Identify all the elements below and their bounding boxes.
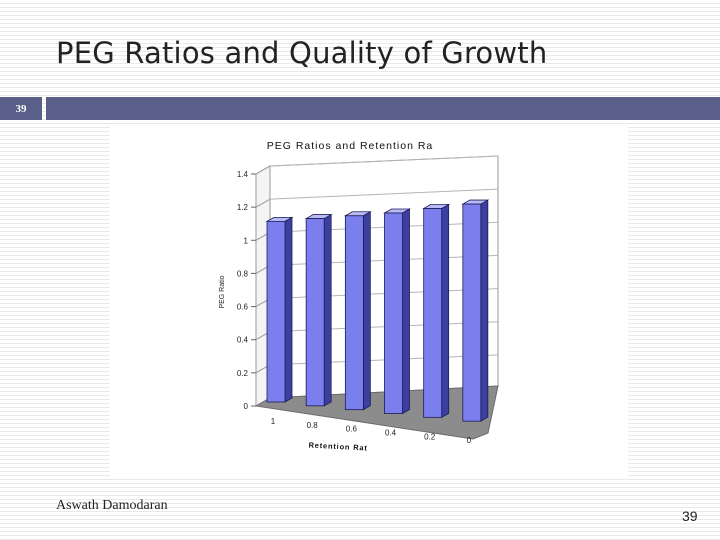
chart-title: PEG Ratios and Retention Ra	[267, 140, 434, 152]
gridline-side	[255, 165, 271, 175]
bar-side	[323, 213, 332, 407]
gridline	[269, 188, 499, 200]
author-name: Aswath Damodaran	[56, 498, 168, 513]
y-tick-label: 1.4	[237, 170, 249, 179]
chart-area: 0 0.2 0.4 0.6 0.8 1 1.2 1.4 1 0.8 0.6 0.4 0.2 0 PEG Ra…	[110, 126, 628, 476]
y-axis-label: PEG Ratio	[219, 275, 226, 308]
y-tick-label: 0.6	[237, 303, 249, 312]
peg-retention-chart: 0 0.2 0.4 0.6 0.8 1 1.2 1.4 1 0.8 0.6 0.4 0.2 0 PEG Ra…	[219, 140, 499, 453]
bar	[266, 220, 286, 403]
slide-number-badge: 39	[0, 97, 42, 120]
y-tick-label: 0.4	[237, 336, 249, 345]
header-bar	[46, 97, 720, 120]
bar	[423, 208, 443, 418]
bar-side	[441, 203, 450, 419]
y-tick-label: 1.2	[237, 203, 249, 212]
y-tick-label: 0.8	[237, 269, 249, 278]
bar-side	[362, 211, 371, 411]
x-tick-label: 0	[467, 436, 472, 445]
page-number: 39	[682, 508, 698, 524]
y-tick-label: 1	[244, 236, 249, 245]
bar-side	[284, 216, 293, 403]
bar	[305, 218, 325, 407]
x-tick-label: 0.6	[346, 425, 358, 434]
bar	[384, 212, 403, 414]
x-tick-label: 1	[271, 417, 276, 426]
bar-side	[402, 208, 410, 415]
slide-title: PEG Ratios and Quality of Growth	[56, 36, 548, 70]
x-tick-label: 0.8	[307, 421, 319, 430]
bar	[462, 203, 482, 422]
x-axis-label: Retention Rat	[308, 440, 368, 452]
gridline-side	[255, 198, 271, 208]
bar	[344, 215, 364, 411]
x-tick-label: 0.2	[424, 432, 436, 441]
gridline	[269, 155, 499, 167]
bar-side	[480, 199, 489, 422]
y-tick-label: 0.2	[237, 369, 249, 378]
y-tick-label: 0	[244, 402, 249, 411]
x-tick-label: 0.4	[385, 429, 397, 438]
